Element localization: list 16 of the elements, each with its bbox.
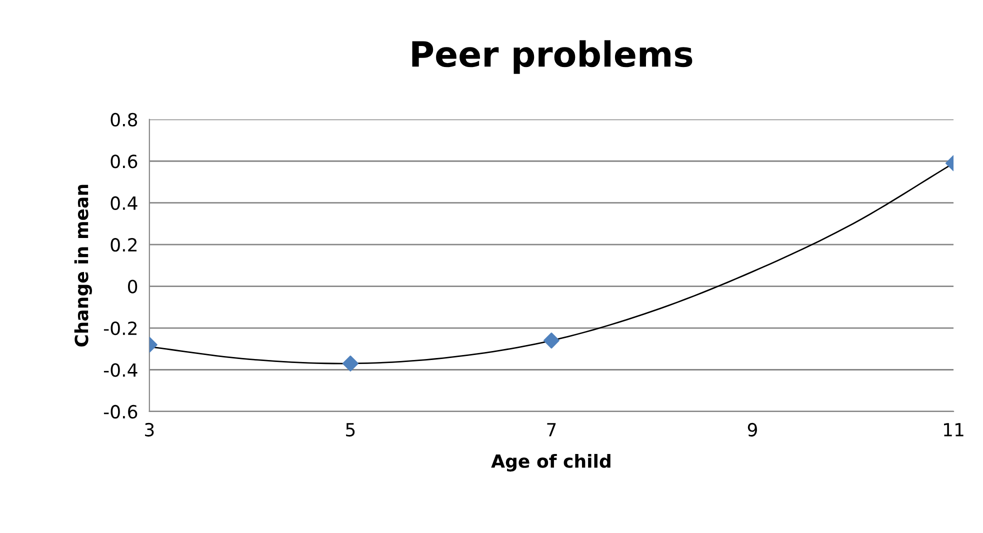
x-axis-title: Age of child xyxy=(491,454,610,472)
y-tick-label: 0.2 xyxy=(110,238,136,252)
y-tick-label: -0.4 xyxy=(104,363,138,377)
y-tick-label: 0 xyxy=(128,280,138,294)
y-tick-label: -0.6 xyxy=(104,404,138,419)
x-tick-label: 9 xyxy=(748,422,757,437)
y-tick-label: 0.6 xyxy=(110,154,138,168)
x-tick-label: 3 xyxy=(145,422,154,437)
x-tick-label: 7 xyxy=(547,423,556,436)
x-tick-label: 11 xyxy=(944,423,964,436)
chart-title: Peer problems xyxy=(412,40,692,74)
y-tick-label: -0.2 xyxy=(104,321,136,336)
y-tick-label: 0.8 xyxy=(110,112,138,127)
y-tick-label: 0.4 xyxy=(110,196,138,210)
x-tick-label: 5 xyxy=(346,423,355,437)
y-axis-title: Change in mean xyxy=(74,184,92,347)
